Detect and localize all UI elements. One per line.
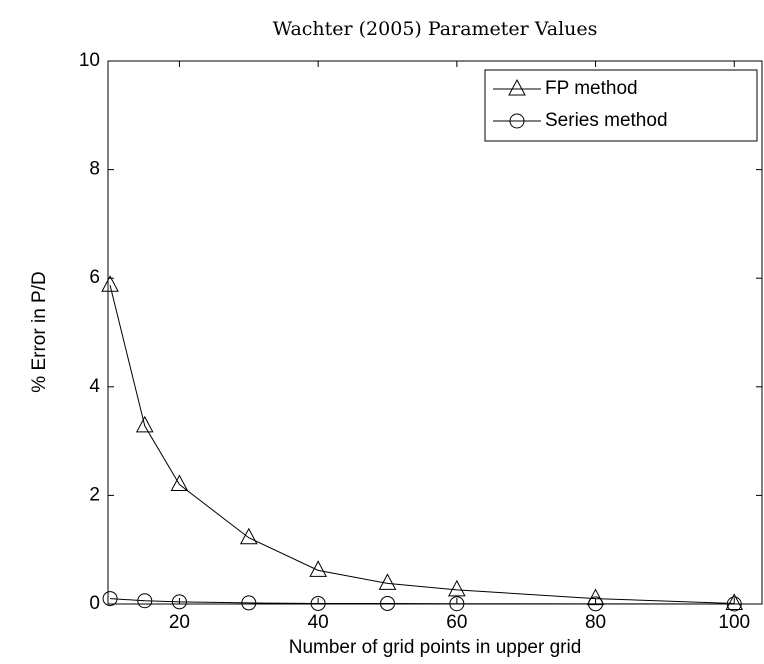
y-tick-label: 10 bbox=[79, 50, 100, 71]
x-tick-label: 100 bbox=[718, 612, 750, 633]
marker-triangle bbox=[170, 474, 189, 492]
x-tick-label: 40 bbox=[308, 612, 329, 633]
marker-triangle bbox=[448, 579, 466, 597]
y-tick-label: 2 bbox=[89, 484, 100, 505]
marker-circle bbox=[102, 591, 118, 607]
marker-triangle bbox=[239, 527, 258, 545]
marker-triangle bbox=[101, 275, 119, 292]
marker-circle bbox=[310, 595, 326, 611]
marker-circle bbox=[449, 596, 465, 612]
marker-triangle bbox=[725, 593, 744, 610]
y-tick-label: 4 bbox=[89, 376, 100, 397]
marker-triangle bbox=[378, 573, 397, 590]
marker-circle bbox=[241, 595, 257, 611]
x-tick-label: 60 bbox=[446, 612, 467, 633]
y-tick-label: 8 bbox=[89, 159, 100, 180]
marker-circle bbox=[171, 594, 187, 610]
x-axis-label: Number of grid points in upper grid bbox=[289, 637, 582, 658]
y-axis-label: % Error in P/D bbox=[29, 271, 50, 392]
series-line bbox=[110, 598, 735, 605]
marker-triangle bbox=[508, 78, 526, 96]
legend-box bbox=[484, 69, 758, 142]
x-tick-label: 80 bbox=[585, 612, 606, 633]
chart-title: Wachter (2005) Parameter Values bbox=[273, 18, 598, 40]
marker-circle bbox=[726, 596, 742, 612]
marker-circle bbox=[588, 596, 604, 612]
legend-label: Series method bbox=[545, 110, 668, 131]
marker-circle bbox=[137, 593, 153, 609]
y-tick-label: 6 bbox=[89, 267, 100, 288]
y-tick-label: 0 bbox=[89, 593, 100, 614]
marker-circle bbox=[379, 595, 395, 611]
marker-triangle bbox=[135, 415, 154, 433]
x-tick-label: 20 bbox=[169, 612, 190, 633]
marker-triangle bbox=[586, 588, 605, 606]
marker-circle bbox=[509, 113, 525, 129]
legend-label: FP method bbox=[545, 78, 638, 99]
marker-triangle bbox=[309, 560, 327, 577]
series-line bbox=[109, 285, 735, 604]
legend: FP method Series method bbox=[484, 69, 758, 142]
